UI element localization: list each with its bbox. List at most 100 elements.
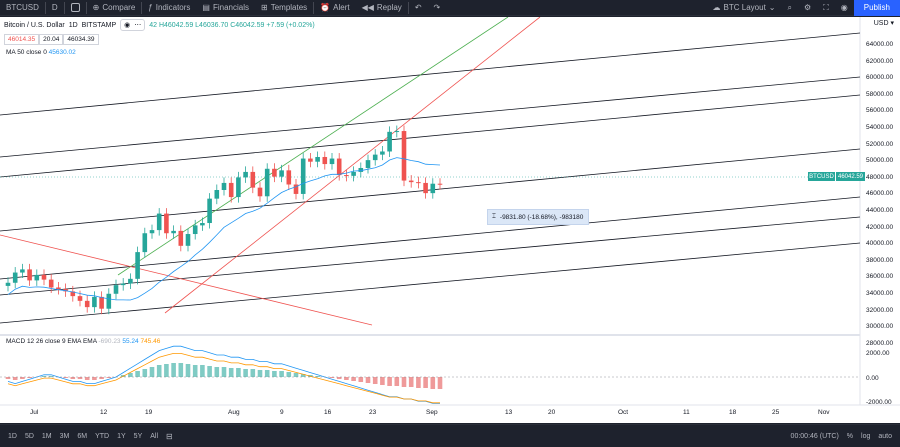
macd-tick-label: 2000.00 [866, 350, 890, 357]
clock[interactable]: 00:00:46 (UTC) [790, 432, 839, 440]
range-5d[interactable]: 5D [24, 432, 34, 440]
price-tick-label: 28000.00 [866, 339, 894, 347]
candle [200, 223, 205, 226]
trend-line [0, 242, 861, 324]
candle [27, 269, 32, 281]
candle [351, 171, 356, 176]
settings-button[interactable]: ⚙ [798, 0, 817, 16]
macd-histogram-bar [279, 371, 284, 377]
trend-line [0, 76, 861, 158]
trend-line [0, 32, 861, 116]
price-tick-label: 48000.00 [866, 173, 894, 181]
currency-label[interactable]: USD ▾ [873, 20, 894, 27]
fullscreen-button[interactable]: ⛶ [817, 0, 835, 16]
macd-histogram-bar [156, 365, 162, 377]
snapshot-button[interactable]: ◉ [835, 0, 854, 16]
range-1m[interactable]: 1M [41, 432, 52, 440]
ohlc-values: 42 H46042.59 L46036.70 C46042.59 +7.59 (… [149, 22, 317, 29]
legend-controls[interactable]: ◉ ⋯ [120, 19, 146, 31]
indicators-label: Indicators [155, 3, 191, 12]
range-1d[interactable]: 1D [8, 432, 17, 440]
layout-label: BTC Layout [723, 3, 766, 12]
macd-signal-line [7, 352, 440, 404]
trend-line [0, 216, 861, 296]
compare-button[interactable]: ⊕ Compare [87, 0, 142, 16]
range-1y[interactable]: 1Y [117, 432, 126, 440]
chart-canvas[interactable] [0, 17, 900, 423]
candle [48, 279, 54, 288]
replay-icon: ◀◀ [361, 3, 374, 12]
macd-histogram-bar [207, 366, 212, 377]
percent-toggle[interactable]: % [846, 432, 854, 440]
range-6m[interactable]: 6M [77, 432, 88, 440]
redo-button[interactable]: ↷ [428, 0, 447, 16]
replay-button[interactable]: ◀◀ Replay [356, 0, 408, 16]
candle [387, 131, 392, 152]
candle [279, 170, 284, 177]
chart-pane[interactable]: Bitcoin / U.S. Dollar 1D BITSTAMP ◉ ⋯ 42… [0, 17, 900, 423]
indicators-button[interactable]: ƒ Indicators [142, 0, 196, 16]
candle [77, 296, 83, 301]
candle [272, 168, 277, 177]
macd-histogram-bar [430, 377, 436, 389]
gear-icon: ⚙ [803, 3, 812, 12]
price-tick-label: 46000.00 [866, 190, 894, 198]
divider [141, 1, 143, 14]
candle [236, 177, 241, 198]
price-tick-label: 42000.00 [866, 223, 894, 231]
macd-hist-value: -690.23 [98, 338, 121, 345]
macd-histogram-bar [27, 377, 32, 378]
interval-button[interactable]: D [46, 0, 64, 16]
financials-button[interactable]: ▤ Financials [196, 0, 255, 16]
macd-histogram-bar [394, 377, 400, 386]
undo-button[interactable]: ↶ [409, 0, 428, 16]
search-icon: ⌕ [787, 2, 792, 12]
macd-histogram-bar [70, 377, 76, 379]
bid-price[interactable]: 46014.35 [4, 34, 40, 45]
templates-button[interactable]: ⊞ Templates [255, 0, 313, 16]
alert-button[interactable]: ⏰ Alert [314, 0, 355, 16]
time-tick-label: Aug [228, 409, 240, 416]
macd-histogram-bar [63, 377, 68, 378]
candle [56, 287, 61, 290]
candle [214, 190, 220, 199]
macd-histogram-bar [336, 377, 342, 379]
auto-toggle[interactable]: auto [878, 432, 892, 440]
time-tick-label: 18 [729, 409, 737, 416]
candle [243, 171, 248, 178]
macd-line [7, 345, 440, 404]
indicators-icon: ƒ [148, 3, 153, 12]
chart-type-button[interactable] [65, 0, 86, 16]
range-3m[interactable]: 3M [59, 432, 70, 440]
candle [192, 225, 198, 235]
candle [92, 296, 97, 308]
symbol-search[interactable]: BTCUSD [0, 0, 45, 16]
quick-search-button[interactable]: ⌕ [782, 0, 798, 16]
spread-value: 20.04 [39, 34, 64, 45]
macd-histogram-bar [387, 377, 392, 386]
ask-price[interactable]: 46034.39 [63, 34, 99, 45]
candle [12, 272, 18, 283]
time-tick-label: 19 [145, 409, 153, 416]
layout-button[interactable]: ☁ BTC Layout ⌄ [707, 0, 782, 16]
range-ytd[interactable]: YTD [95, 432, 110, 440]
log-toggle[interactable]: log [861, 432, 871, 440]
publish-button[interactable]: Publish [853, 0, 900, 16]
time-tick-label: 23 [369, 409, 377, 416]
macd-histogram-bar [351, 377, 356, 381]
eye-icon[interactable]: ◉ [124, 22, 131, 29]
divider [63, 1, 65, 14]
ma-label: MA 50 close 0 [6, 49, 47, 56]
date-range-icon[interactable]: ⊟ [166, 431, 173, 441]
macd-legend[interactable]: MACD 12 26 close 9 EMA EMA -690.23 55.24… [6, 338, 160, 345]
macd-histogram-bar [243, 369, 248, 377]
macd-histogram-bar [164, 364, 169, 377]
range-all[interactable]: All [150, 432, 159, 440]
candle [430, 183, 436, 194]
range-5y[interactable]: 5Y [133, 432, 143, 440]
more-icon[interactable]: ⋯ [134, 22, 142, 29]
ma-legend[interactable]: MA 50 close 0 45630.02 [6, 49, 76, 56]
trend-line-red [164, 17, 541, 314]
undo-icon: ↶ [414, 3, 422, 12]
candle [250, 171, 256, 188]
